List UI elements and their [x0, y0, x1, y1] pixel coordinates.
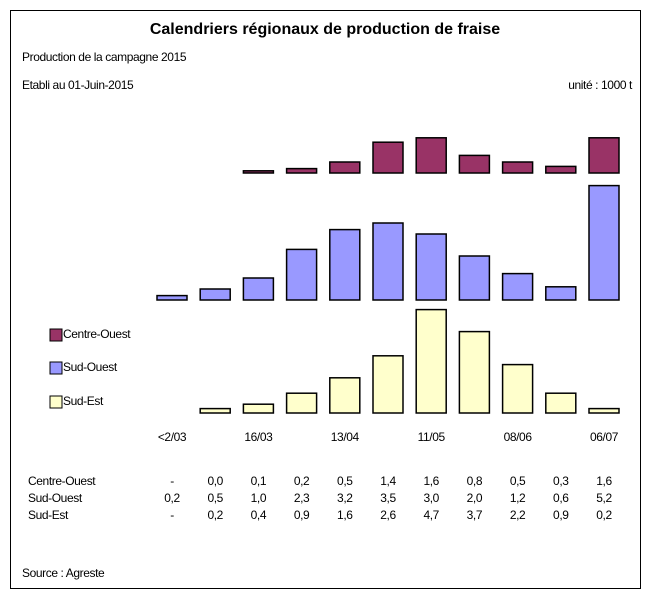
- value-label: 3,5: [380, 491, 396, 505]
- value-label: 1,4: [380, 474, 396, 488]
- x-tick-label: 08/06: [504, 430, 533, 444]
- bar: [372, 141, 404, 174]
- bar: [156, 294, 188, 301]
- bar: [329, 377, 361, 414]
- legend-label: Sud-Est: [63, 394, 104, 408]
- bar: [242, 277, 275, 301]
- bar: [199, 407, 231, 414]
- x-tick-label: <2/03: [158, 430, 187, 444]
- value-label: 0,2: [294, 474, 310, 488]
- bar: [242, 170, 275, 174]
- bar: [545, 165, 577, 174]
- bar: [329, 161, 361, 174]
- value-label: 1,2: [510, 491, 526, 505]
- bar: [285, 167, 318, 174]
- bar: [588, 184, 620, 301]
- x-tick-label: 16/03: [244, 430, 273, 444]
- date-note: Etabli au 01-Juin-2015: [22, 78, 134, 92]
- bar: [501, 272, 534, 301]
- x-tick-label: 06/07: [590, 430, 619, 444]
- bar: [501, 161, 534, 174]
- bar: [242, 403, 275, 414]
- x-tick-label: 13/04: [331, 430, 360, 444]
- subtitle: Production de la campagne 2015: [22, 50, 187, 64]
- bar: [415, 308, 447, 414]
- bar: [415, 137, 447, 174]
- bar: [372, 355, 404, 414]
- value-label: -: [170, 508, 174, 522]
- bar: [199, 288, 231, 301]
- row-label: Sud-Est: [28, 508, 69, 522]
- bar: [588, 137, 620, 174]
- unit-note: unité : 1000 t: [568, 78, 633, 92]
- legend-swatch: [49, 395, 63, 409]
- bar: [458, 154, 491, 174]
- bar: [501, 363, 534, 414]
- chart-title: Calendriers régionaux de production de f…: [150, 21, 500, 38]
- row-label: Sud-Ouest: [28, 491, 83, 505]
- value-label: 0,6: [553, 491, 569, 505]
- value-label: 0,5: [207, 491, 223, 505]
- value-label: 2,0: [467, 491, 483, 505]
- bar: [285, 248, 318, 301]
- value-label: 0,2: [164, 491, 180, 505]
- value-label: 0,9: [294, 508, 310, 522]
- value-label: 3,2: [337, 491, 353, 505]
- value-label: 1,0: [251, 491, 267, 505]
- bar: [458, 330, 491, 414]
- bar: [545, 286, 577, 301]
- bar: [415, 233, 447, 301]
- value-label: 1,6: [596, 474, 612, 488]
- value-label: 0,0: [207, 474, 223, 488]
- source: Source : Agreste: [22, 566, 105, 580]
- legend-swatch: [49, 328, 63, 342]
- value-label: 0,4: [251, 508, 267, 522]
- value-label: 2,2: [510, 508, 526, 522]
- value-label: 0,5: [510, 474, 526, 488]
- value-label: 0,9: [553, 508, 569, 522]
- bar: [285, 392, 318, 414]
- legend-label: Sud-Ouest: [63, 360, 118, 374]
- value-label: 0,2: [207, 508, 223, 522]
- value-label: 3,7: [467, 508, 483, 522]
- bar: [545, 392, 577, 414]
- value-label: 2,6: [380, 508, 396, 522]
- value-label: 0,8: [467, 474, 483, 488]
- value-label: -: [170, 474, 174, 488]
- value-label: 0,3: [553, 474, 569, 488]
- frame: [10, 10, 641, 589]
- value-label: 2,3: [294, 491, 310, 505]
- bar: [458, 255, 491, 301]
- legend-swatch: [49, 361, 63, 375]
- value-label: 5,2: [596, 491, 612, 505]
- x-tick-label: 11/05: [418, 430, 446, 444]
- bar: [588, 407, 620, 414]
- value-label: 0,2: [596, 508, 612, 522]
- value-label: 1,6: [423, 474, 439, 488]
- value-label: 0,5: [337, 474, 353, 488]
- value-label: 3,0: [423, 491, 439, 505]
- value-label: 4,7: [423, 508, 439, 522]
- row-label: Centre-Ouest: [28, 474, 96, 488]
- bar: [329, 228, 361, 301]
- bar: [372, 222, 404, 301]
- value-label: 0,1: [251, 474, 267, 488]
- legend-label: Centre-Ouest: [63, 327, 131, 341]
- value-label: 1,6: [337, 508, 353, 522]
